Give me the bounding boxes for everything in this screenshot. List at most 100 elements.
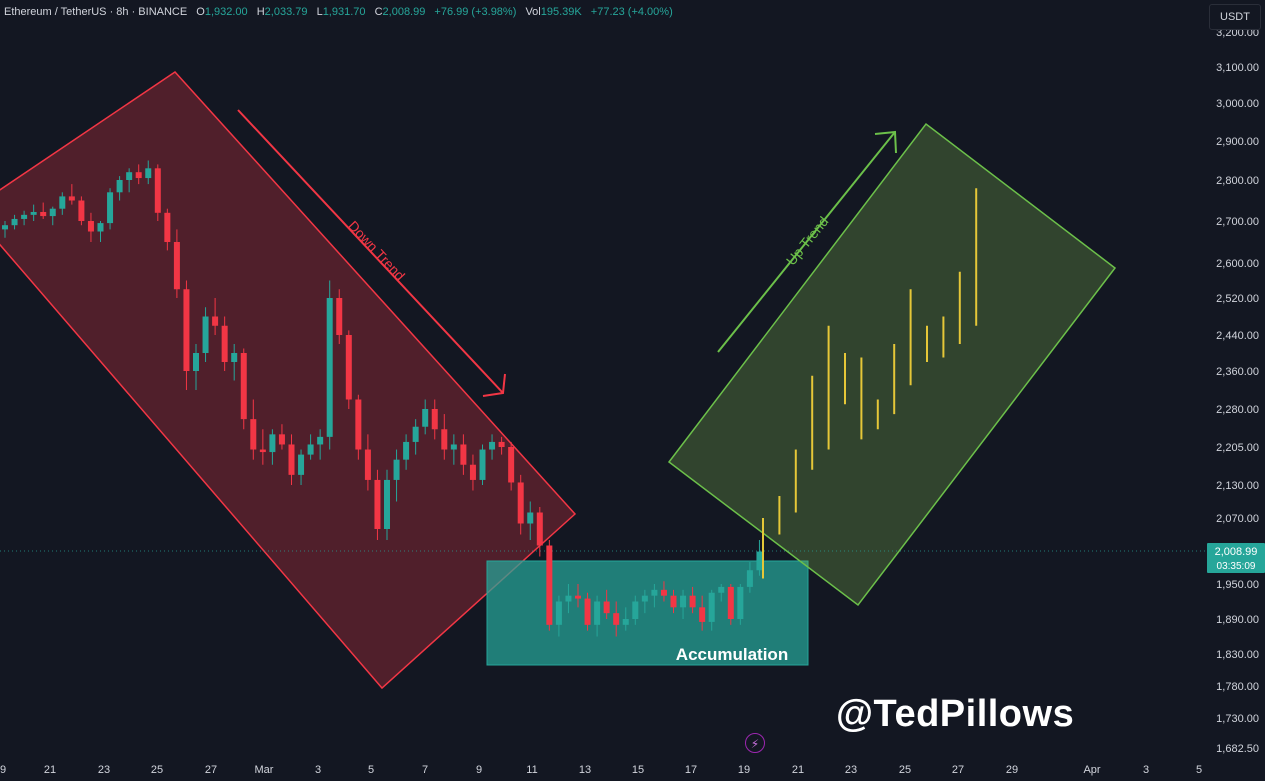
time-tick-label: 13 xyxy=(579,764,591,776)
candle xyxy=(660,581,667,602)
price-tick-label: 1,730.00 xyxy=(1216,713,1259,725)
candle xyxy=(727,584,734,625)
price-tick-label: 2,700.00 xyxy=(1216,216,1259,228)
candle-body xyxy=(183,289,190,371)
candle-body xyxy=(450,444,457,450)
candle-body xyxy=(135,172,142,179)
candle-body xyxy=(632,601,639,619)
candle xyxy=(450,434,457,465)
candle-body xyxy=(594,601,601,625)
candle xyxy=(651,584,658,608)
candle xyxy=(250,399,257,460)
bolt-icon[interactable]: ⚡ xyxy=(745,733,765,753)
candle-body xyxy=(651,589,658,596)
price-tick-label: 2,360.00 xyxy=(1216,366,1259,378)
candle xyxy=(632,595,639,625)
candle-body xyxy=(670,595,677,608)
candle xyxy=(154,164,161,221)
time-tick-label: 21 xyxy=(44,764,56,776)
candle-body xyxy=(508,447,515,483)
candle-body xyxy=(660,589,667,596)
open-label: O xyxy=(196,6,205,18)
high-value: 2,033.79 xyxy=(264,6,308,18)
candle-body xyxy=(536,512,543,546)
time-tick-label: Apr xyxy=(1083,764,1100,776)
candle xyxy=(145,160,152,185)
up-trend-channel xyxy=(667,122,1117,607)
time-tick-label: 3 xyxy=(1143,764,1149,776)
currency-unit-button[interactable]: USDT xyxy=(1209,4,1261,30)
accumulation-box xyxy=(486,560,809,666)
candle-body xyxy=(603,601,610,614)
price-tick-label: 1,682.50 xyxy=(1216,743,1259,755)
candle-body xyxy=(231,353,238,362)
candle xyxy=(479,444,486,485)
price-tick-label: 2,280.00 xyxy=(1216,404,1259,416)
candle xyxy=(498,436,505,455)
candle-body xyxy=(30,211,37,215)
low-value: 1,931.70 xyxy=(322,6,366,18)
candle xyxy=(737,584,744,625)
down-trend-arrow xyxy=(237,109,506,397)
time-tick-label: 21 xyxy=(792,764,804,776)
price-tick-label: 1,780.00 xyxy=(1216,681,1259,693)
candle xyxy=(345,330,352,409)
candle xyxy=(364,434,371,491)
candle-body xyxy=(422,409,429,427)
candle xyxy=(231,344,238,381)
candle-body xyxy=(393,459,400,480)
symbol-legend[interactable]: Ethereum / TetherUS · 8h · BINANCE O1,93… xyxy=(4,6,673,18)
candle xyxy=(240,348,247,430)
candle xyxy=(107,188,114,230)
price-tick-label: 2,070.00 xyxy=(1216,513,1259,525)
time-tick-label: 5 xyxy=(1196,764,1202,776)
time-tick-label: 19 xyxy=(0,764,6,776)
candle xyxy=(613,601,620,637)
candle-body xyxy=(202,316,209,353)
candle xyxy=(622,607,629,631)
candle xyxy=(164,208,171,251)
candle xyxy=(594,595,601,637)
candle-body xyxy=(173,242,180,290)
price-tick-label: 2,800.00 xyxy=(1216,175,1259,187)
candle xyxy=(460,434,467,475)
candle-body xyxy=(641,595,648,602)
current-price-tag: 2,008.99 03:35:09 xyxy=(1207,543,1265,573)
candle xyxy=(336,289,343,344)
time-tick-label: 29 xyxy=(1006,764,1018,776)
current-price-value: 2,008.99 xyxy=(1215,546,1258,558)
time-tick-label: 11 xyxy=(526,764,537,776)
candle-body xyxy=(384,479,390,529)
candle xyxy=(317,429,324,460)
candle-body xyxy=(11,218,18,226)
symbol-title[interactable]: Ethereum / TetherUS · 8h · BINANCE xyxy=(4,6,188,18)
candle-body xyxy=(498,441,505,447)
high-label: H xyxy=(256,6,265,18)
candle xyxy=(135,164,142,185)
price-axis[interactable]: 3,200.00 3,100.00 3,000.00 2,900.00 2,800.00… xyxy=(1216,27,1259,755)
candle xyxy=(193,344,199,390)
time-tick-label: 27 xyxy=(205,764,217,776)
candle-body xyxy=(613,613,620,625)
candle-body xyxy=(2,225,8,230)
candle xyxy=(469,454,476,491)
candle-body xyxy=(460,444,467,465)
candle xyxy=(584,592,591,631)
candle xyxy=(508,441,515,491)
time-tick-label: 25 xyxy=(151,764,163,776)
candle xyxy=(221,316,228,371)
candle-body xyxy=(21,214,28,219)
candle xyxy=(756,540,763,576)
candle-body xyxy=(87,221,94,232)
candle-body xyxy=(469,464,476,480)
candle-body xyxy=(193,353,199,371)
accumulation-label: Accumulation xyxy=(676,645,788,664)
open-value: 1,932.00 xyxy=(204,6,248,18)
candle-body xyxy=(441,429,448,450)
candle-body xyxy=(746,570,753,587)
time-axis[interactable]: 19 21 23 25 27 Mar 3 5 7 9 11 13 15 17 19 21 23 25 27 29 Apr… xyxy=(0,764,1202,776)
candle-body xyxy=(680,595,687,608)
candle xyxy=(126,168,133,193)
candle xyxy=(49,206,56,226)
